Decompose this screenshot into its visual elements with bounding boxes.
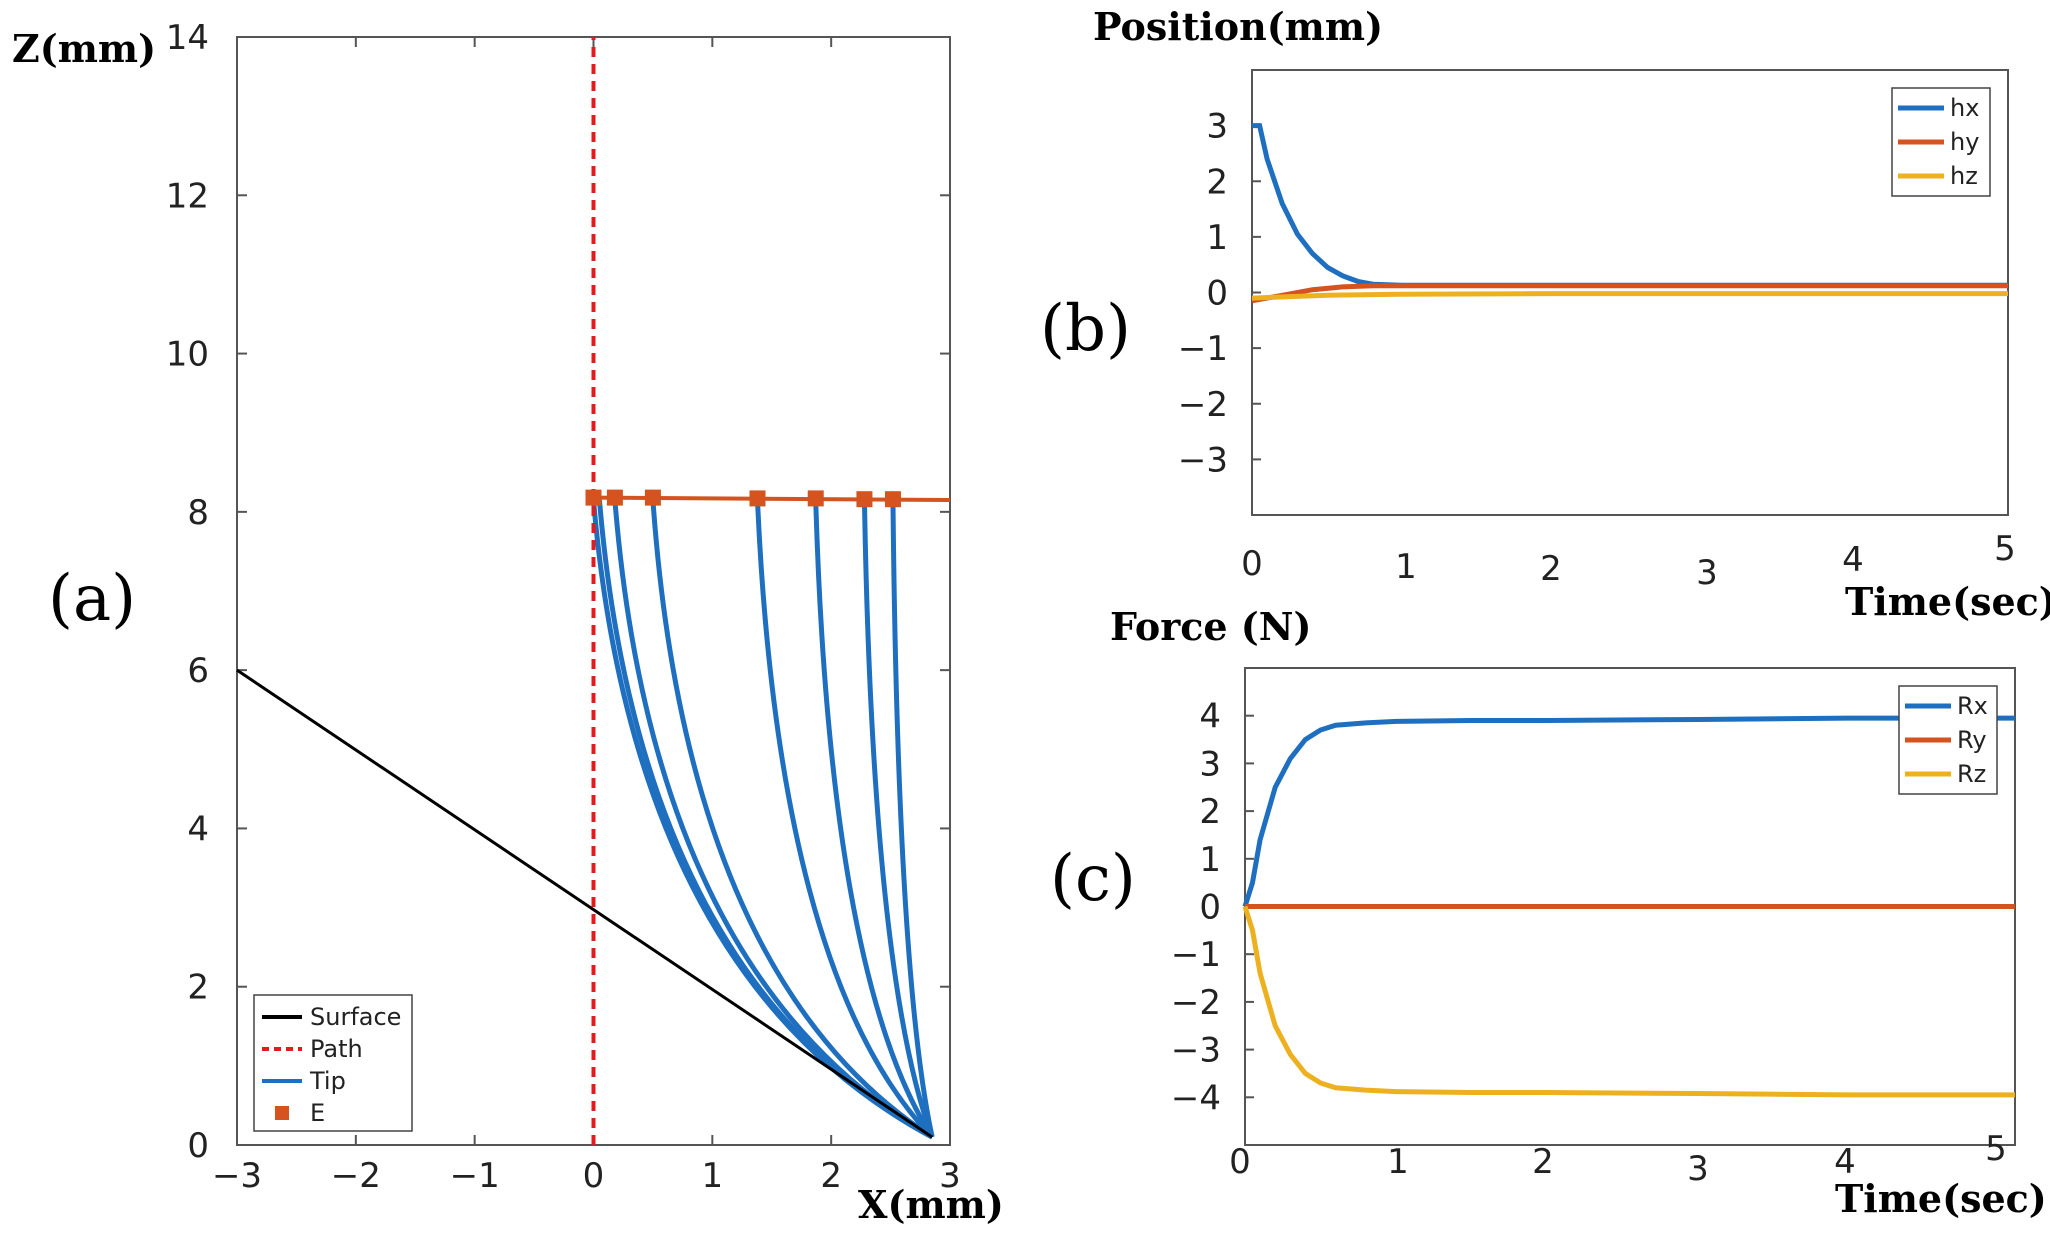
a-ytick-label: 10 xyxy=(166,335,209,375)
a-e-marker xyxy=(606,489,623,506)
b-ytick-label: −1 xyxy=(1178,329,1228,369)
a-e-marker xyxy=(807,490,824,507)
a-ytick-label: 14 xyxy=(166,18,209,58)
a-xtick-label: 2 xyxy=(820,1156,842,1196)
a-e-marker xyxy=(749,490,766,507)
a-xtick-label: −3 xyxy=(212,1156,262,1196)
a-ytick-label: 2 xyxy=(187,968,209,1008)
b-ytick-label: 0 xyxy=(1206,274,1228,314)
a-ytick-label: 4 xyxy=(187,809,209,849)
b-legend-label: hx xyxy=(1950,94,1979,122)
c-xtick-label: 2 xyxy=(1532,1142,1554,1182)
panel-label-b: (b) xyxy=(1040,292,1131,366)
a-xtick-label: −2 xyxy=(331,1156,381,1196)
panel-label-c: (c) xyxy=(1050,842,1136,916)
b-title: Position(mm) xyxy=(1093,4,1383,49)
a-e-marker xyxy=(644,489,661,506)
a-tip-curve xyxy=(861,499,935,1138)
c-ytick-label: 2 xyxy=(1199,792,1221,832)
c-ytick-label: 0 xyxy=(1199,888,1221,928)
a-surface-line xyxy=(236,668,934,1139)
a-tip-curve xyxy=(650,499,934,1140)
b-xtick-label: 4 xyxy=(1842,540,1864,580)
c-series-Rx xyxy=(1242,715,2015,908)
a-tip-curve xyxy=(890,499,935,1138)
a-xtick-label: −1 xyxy=(450,1156,500,1196)
c-xtick-label: 5 xyxy=(1985,1129,2007,1169)
b-ytick-label: 1 xyxy=(1206,218,1228,258)
a-xtick-label: 3 xyxy=(939,1156,961,1196)
a-ytick-label: 8 xyxy=(187,493,209,533)
c-ytick-label: −3 xyxy=(1171,1031,1221,1071)
c-xlabel: Time(sec) xyxy=(1835,1176,2047,1221)
c-xtick-label: 3 xyxy=(1687,1149,1709,1189)
b-xtick-label: 5 xyxy=(1994,529,2016,569)
c-legend-label: Rx xyxy=(1957,692,1988,720)
c-ytick-label: 1 xyxy=(1199,840,1221,880)
b-legend-label: hz xyxy=(1950,162,1978,190)
a-xtick-label: 0 xyxy=(583,1156,605,1196)
b-ytick-label: 3 xyxy=(1206,107,1228,147)
panel-label-a: (a) xyxy=(48,562,136,636)
c-xtick-label: 4 xyxy=(1834,1142,1856,1182)
b-series-hy xyxy=(1251,283,2008,304)
c-legend-label: Ry xyxy=(1957,726,1987,754)
c-ytick-label: −1 xyxy=(1171,935,1221,975)
a-xlabel: X(mm) xyxy=(858,1182,1004,1227)
a-e-marker xyxy=(585,489,602,506)
a-ytick-label: 6 xyxy=(187,651,209,691)
b-legend-label: hy xyxy=(1950,128,1979,156)
c-ytick-label: −2 xyxy=(1171,983,1221,1023)
b-xtick-label: 3 xyxy=(1696,553,1718,593)
b-ytick-label: −3 xyxy=(1178,440,1228,480)
panel-b-plot: 3 2 1 0 −1 −2 −3 0 1 2 3 4 5 hx hy hz xyxy=(1178,69,2016,593)
b-xtick-label: 0 xyxy=(1241,544,1263,584)
b-ytick-label: −2 xyxy=(1178,385,1228,425)
a-e-marker xyxy=(856,491,873,508)
a-legend-label: Path xyxy=(310,1035,363,1063)
a-legend-label: Tip xyxy=(309,1067,346,1095)
a-xtick-label: 1 xyxy=(702,1156,724,1196)
c-xtick-label: 0 xyxy=(1229,1142,1251,1182)
c-series-Rz xyxy=(1242,905,2015,1098)
b-xtick-label: 2 xyxy=(1540,549,1562,589)
a-e-marker xyxy=(884,491,901,508)
b-ytick-label: 2 xyxy=(1206,162,1228,202)
c-ytick-label: −4 xyxy=(1171,1078,1221,1118)
c-ytick-label: 3 xyxy=(1199,744,1221,784)
b-series-hz xyxy=(1251,291,2008,301)
c-ytick-label: 4 xyxy=(1199,697,1221,737)
c-legend-label: Rz xyxy=(1957,760,1986,788)
a-legend-swatch xyxy=(275,1106,289,1120)
a-tip-curve xyxy=(813,499,935,1139)
a-ytick-label: 12 xyxy=(166,176,209,216)
a-tip-curve xyxy=(754,499,934,1139)
b-xlabel: Time(sec) xyxy=(1845,579,2050,624)
c-title: Force (N) xyxy=(1110,604,1312,649)
c-xtick-label: 1 xyxy=(1387,1142,1409,1182)
b-xtick-label: 1 xyxy=(1395,547,1417,587)
a-legend-label: E xyxy=(310,1099,325,1127)
a-legend-label: Surface xyxy=(310,1003,401,1031)
a-ylabel: Z(mm) xyxy=(12,26,156,71)
a-ytick-label: 0 xyxy=(187,1126,209,1166)
